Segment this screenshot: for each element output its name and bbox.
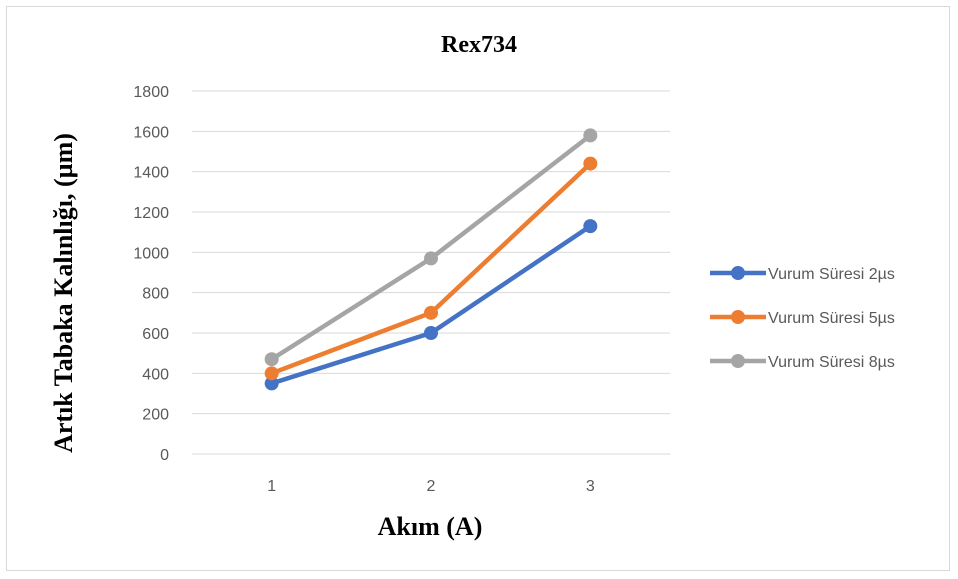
y-axis-ticks: 0 200 400 600 800 1000 1200 1400 1600 1800	[133, 84, 169, 464]
gridlines	[192, 90, 670, 455]
chart-frame	[6, 6, 950, 571]
legend-item: Vurum Süresi 5µs	[710, 310, 895, 327]
y-tick-label: 600	[142, 326, 169, 343]
series-1	[264, 219, 598, 391]
data-point	[583, 128, 598, 143]
y-tick-label: 200	[142, 407, 169, 424]
y-tick-label: 1400	[133, 165, 169, 182]
data-point	[264, 352, 279, 367]
data-point	[583, 156, 598, 171]
legend-label: Vurum Süresi 8µs	[768, 354, 895, 371]
series-2	[264, 156, 598, 381]
y-tick-label: 1200	[133, 205, 169, 222]
legend-marker	[731, 266, 745, 280]
legend-item: Vurum Süresi 2µs	[710, 266, 895, 283]
chart-title: Rex734	[441, 32, 517, 58]
data-point	[583, 219, 598, 234]
y-tick-label: 0	[160, 447, 169, 464]
legend-marker	[731, 354, 745, 368]
y-tick-label: 400	[142, 366, 169, 383]
x-axis-title: Akım (A)	[378, 512, 483, 541]
y-tick-label: 800	[142, 286, 169, 303]
x-tick-label: 2	[427, 478, 436, 495]
y-tick-label: 1000	[133, 245, 169, 262]
legend-item: Vurum Süresi 8µs	[710, 354, 895, 371]
series-line	[269, 223, 593, 386]
x-tick-label: 3	[586, 478, 595, 495]
data-point	[424, 251, 438, 266]
x-tick-label: 1	[267, 478, 276, 495]
x-axis-ticks: 1 2 3	[267, 478, 595, 495]
series-line	[269, 161, 593, 376]
series-3	[264, 128, 598, 367]
y-tick-label: 1600	[133, 124, 169, 141]
y-axis-title: Artık Tabaka Kalınlığı, (µm)	[49, 133, 78, 453]
data-point	[264, 376, 279, 391]
series-lines	[264, 128, 598, 391]
series-line	[269, 133, 593, 362]
data-point	[424, 326, 438, 340]
data-point	[424, 305, 438, 320]
legend-label: Vurum Süresi 2µs	[768, 266, 895, 283]
legend-label: Vurum Süresi 5µs	[768, 310, 895, 327]
y-tick-label: 1800	[133, 84, 169, 101]
legend-marker	[731, 310, 745, 324]
legend: Vurum Süresi 2µs Vurum Süresi 5µs Vurum Sü…	[710, 266, 895, 371]
data-point	[264, 366, 279, 381]
